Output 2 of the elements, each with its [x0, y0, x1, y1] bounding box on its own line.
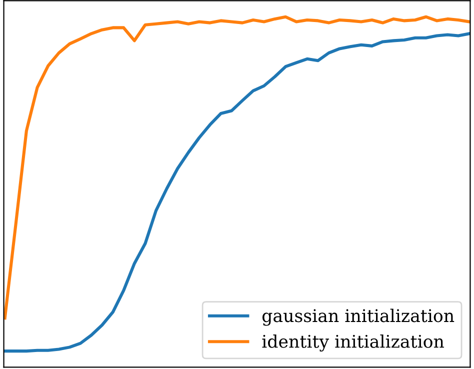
legend-label: gaussian initialization — [262, 308, 454, 326]
legend-label: identity initialization — [262, 334, 444, 352]
